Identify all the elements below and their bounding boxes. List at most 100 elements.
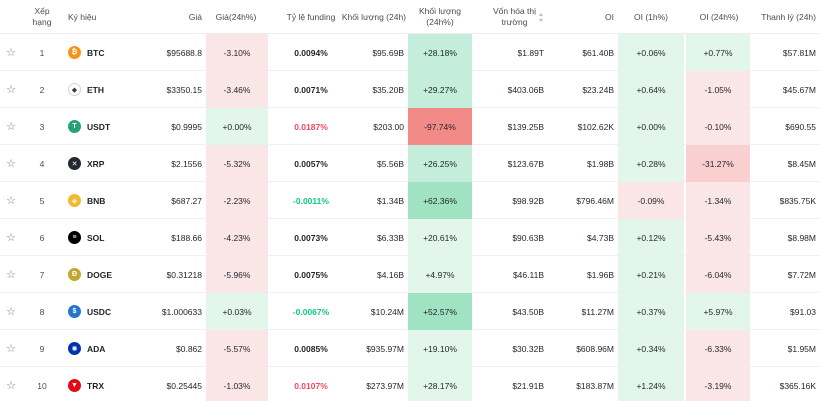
symbol-label: XRP [87,158,105,169]
symbol-cell[interactable]: ✕ XRP [68,145,148,182]
header-funding-rate[interactable]: Tỷ lệ funding [286,11,336,22]
oi-change-1h: +0.37% [636,306,666,317]
oi-change-1h: +1.24% [636,380,666,391]
volume-pct-bg [408,182,472,219]
price: $0.31218 [166,269,202,280]
symbol-cell[interactable]: ◆ ETH [68,71,148,108]
change-bg [206,219,268,256]
change-bg [206,256,268,293]
table-row[interactable]: ☆ 7 Ð DOGE $0.31218 -5.96% 0.0075% $4.16… [0,256,820,293]
change-bg [206,182,268,219]
volume-24h: $4.16B [377,269,404,280]
symbol-cell[interactable]: ▼ TRX [68,367,148,401]
change-bg [206,293,268,330]
volume-pct-24h: +20.61% [423,232,457,243]
volume-24h: $6.33B [377,232,404,243]
favorite-star-icon[interactable]: ☆ [6,380,16,392]
volume-24h: $5.56B [377,158,404,169]
favorite-star-icon[interactable]: ☆ [6,343,16,355]
header-rank[interactable]: Xếp hạng [32,6,52,27]
header-oi[interactable]: OI [605,11,614,22]
price: $0.25445 [166,380,202,391]
volume-pct-24h: +28.17% [423,380,457,391]
oi-change-24h: -31.27% [702,158,734,169]
oi-change-24h: -6.33% [704,343,732,354]
symbol-label: TRX [87,380,104,391]
favorite-star-icon[interactable]: ☆ [6,306,16,318]
table-row[interactable]: ☆ 10 ▼ TRX $0.25445 -1.03% 0.0107% $273.… [0,367,820,401]
change-bg [206,330,268,367]
market-cap: $90.63B [512,232,544,243]
liquidation-24h: $8.98M [787,232,816,243]
symbol-cell[interactable]: Ð DOGE [68,256,148,293]
table-row[interactable]: ☆ 4 ✕ XRP $2.1556 -5.32% 0.0057% $5.56B … [0,145,820,182]
price-change-24h: -5.32% [223,158,251,169]
volume-pct-bg [408,256,472,293]
volume-pct-bg [408,108,472,145]
oi-24h-bg [686,182,750,219]
header-oi-24h[interactable]: OI (24h%) [699,11,739,22]
header-oi-1h[interactable]: OI (1h%) [633,11,668,22]
header-price[interactable]: Giá [188,11,202,22]
volume-pct-bg [408,219,472,256]
table-row[interactable]: ☆ 5 ◈ BNB $687.27 -2.23% -0.0011% $1.34B… [0,182,820,219]
oi-change-1h: +0.12% [636,232,666,243]
volume-24h: $203.00 [373,121,404,132]
symbol-label: SOL [87,232,105,243]
oi-1h-bg [618,293,684,330]
price: $2.1556 [171,158,202,169]
oi-24h-bg [686,367,750,401]
liquidation-24h: $835.75K [779,195,816,206]
price-change-24h: -5.96% [223,269,251,280]
favorite-star-icon[interactable]: ☆ [6,158,16,170]
open-interest: $608.96M [576,343,614,354]
open-interest: $1.96B [587,269,614,280]
symbol-cell[interactable]: ✺ ADA [68,330,148,367]
oi-24h-bg [686,145,750,182]
symbol-cell[interactable]: ≡ SOL [68,219,148,256]
oi-24h-bg [686,34,750,71]
sort-icon[interactable] [539,12,544,22]
price-change-24h: -2.23% [223,195,251,206]
price-change-24h: -1.03% [223,380,251,391]
symbol-cell[interactable]: ◈ BNB [68,182,148,219]
oi-24h-bg [686,108,750,145]
oi-change-1h: +0.06% [636,47,666,58]
header-volume-pct[interactable]: Khối lượng (24h%) [419,6,461,27]
header-liquidation[interactable]: Thanh lý (24h) [761,11,816,22]
rank: 8 [39,306,45,317]
header-symbol[interactable]: Ký hiệu [68,11,97,22]
symbol-cell[interactable]: T USDT [68,108,148,145]
liquidation-24h: $1.95M [787,343,816,354]
price: $1.000633 [161,306,202,317]
volume-24h: $1.34B [377,195,404,206]
header-market-cap[interactable]: Vốn hóa thị trường [476,0,544,34]
rank: 6 [39,232,45,243]
favorite-star-icon[interactable]: ☆ [6,47,16,59]
oi-1h-bg [618,108,684,145]
table-row[interactable]: ☆ 6 ≡ SOL $188.66 -4.23% 0.0073% $6.33B … [0,219,820,256]
favorite-star-icon[interactable]: ☆ [6,121,16,133]
symbol-cell[interactable]: $ USDC [68,293,148,330]
favorite-star-icon[interactable]: ☆ [6,232,16,244]
favorite-star-icon[interactable]: ☆ [6,269,16,281]
header-change-24h[interactable]: Giá(24h%) [215,11,257,22]
table-row[interactable]: ☆ 1 ₿ BTC $95688.8 -3.10% 0.0094% $95.69… [0,34,820,71]
symbol-cell[interactable]: ₿ BTC [68,34,148,71]
favorite-star-icon[interactable]: ☆ [6,84,16,96]
favorite-star-icon[interactable]: ☆ [6,195,16,207]
oi-change-24h: -6.04% [704,269,732,280]
funding-rate: -0.0067% [292,306,330,317]
table-row[interactable]: ☆ 9 ✺ ADA $0.862 -5.57% 0.0085% $935.97M… [0,330,820,367]
volume-pct-24h: +26.25% [423,158,457,169]
funding-rate: 0.0085% [294,343,328,354]
table-row[interactable]: ☆ 2 ◆ ETH $3350.15 -3.46% 0.0071% $35.20… [0,71,820,108]
header-volume[interactable]: Khối lượng (24h) [341,11,406,22]
change-bg [206,108,268,145]
table-row[interactable]: ☆ 8 $ USDC $1.000633 +0.03% -0.0067% $10… [0,293,820,330]
funding-rate: 0.0073% [294,232,328,243]
rank: 10 [37,380,47,391]
oi-1h-bg [618,34,684,71]
table-row[interactable]: ☆ 3 T USDT $0.9995 +0.00% 0.0187% $203.0… [0,108,820,145]
